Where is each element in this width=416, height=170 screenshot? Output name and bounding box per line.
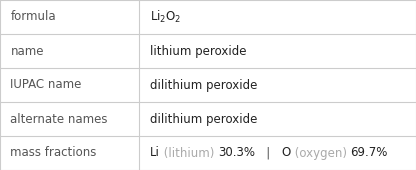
- Text: lithium peroxide: lithium peroxide: [150, 45, 246, 57]
- Text: |: |: [255, 147, 281, 159]
- Text: (lithium): (lithium): [160, 147, 218, 159]
- Text: IUPAC name: IUPAC name: [10, 79, 82, 91]
- Text: formula: formula: [10, 11, 56, 23]
- Text: Li$_2$O$_2$: Li$_2$O$_2$: [150, 9, 181, 25]
- Text: 69.7%: 69.7%: [350, 147, 388, 159]
- Text: (oxygen): (oxygen): [290, 147, 350, 159]
- Text: name: name: [10, 45, 44, 57]
- Text: alternate names: alternate names: [10, 113, 108, 125]
- Text: Li: Li: [150, 147, 160, 159]
- Text: 30.3%: 30.3%: [218, 147, 255, 159]
- Text: mass fractions: mass fractions: [10, 147, 97, 159]
- Text: dilithium peroxide: dilithium peroxide: [150, 113, 257, 125]
- Text: dilithium peroxide: dilithium peroxide: [150, 79, 257, 91]
- Text: O: O: [281, 147, 290, 159]
